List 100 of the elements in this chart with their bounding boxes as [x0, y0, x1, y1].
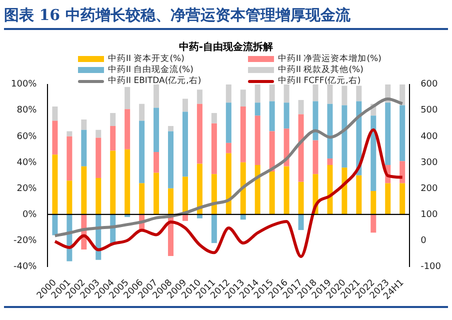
bar: [110, 150, 116, 214]
bar: [52, 120, 58, 155]
bar: [240, 106, 246, 162]
bar: [182, 98, 188, 112]
bar: [154, 172, 160, 214]
bar: [96, 178, 102, 214]
bar: [81, 120, 87, 130]
bar: [298, 214, 304, 230]
bar: [269, 101, 275, 132]
bar: [370, 191, 376, 214]
bar: [356, 86, 362, 102]
bar: [327, 165, 333, 214]
bar: [226, 102, 232, 143]
y-tick-label: -20%: [13, 236, 38, 246]
bar: [385, 102, 391, 166]
y2-tick-label: 400: [420, 132, 438, 142]
bar: [298, 182, 304, 214]
bar: [66, 180, 72, 214]
chart-title: 图表 16 中药增长较稳、净营运资本管理增厚现金流: [4, 4, 448, 30]
bar: [66, 136, 72, 181]
bar: [254, 84, 260, 103]
bar: [400, 183, 406, 214]
bar: [52, 106, 58, 121]
y-tick-label: 60%: [16, 132, 38, 142]
y-tick-label: 80%: [16, 106, 38, 116]
bar: [139, 104, 145, 121]
legend-label: 中药II 资本开支(%): [108, 53, 184, 64]
y-tick-label: 20%: [16, 184, 38, 194]
bar: [400, 84, 406, 106]
bar: [254, 116, 260, 166]
bar: [110, 126, 116, 151]
legend-label: 中药II 税款及其他(%): [278, 64, 364, 76]
bar: [385, 183, 391, 214]
bar: [240, 162, 246, 214]
bar: [298, 114, 304, 182]
bar: [284, 102, 290, 129]
bar: [154, 108, 160, 152]
bar: [182, 176, 188, 214]
line-series: [53, 97, 404, 238]
legend-label: 中药II 自由现金流(%): [108, 64, 194, 76]
bar: [370, 116, 376, 192]
bar: [124, 109, 130, 150]
bar: [124, 87, 130, 110]
bar: [327, 84, 333, 104]
bar: [327, 158, 333, 166]
bar: [52, 154, 58, 214]
bar: [110, 113, 116, 126]
chart-subtitle: 中药-自由现金流拆解: [178, 40, 274, 54]
bar: [356, 175, 362, 214]
bar: [52, 214, 58, 236]
bar: [400, 161, 406, 184]
bar: [269, 84, 275, 102]
bar: [124, 149, 130, 214]
y2-tick-label: 100: [420, 210, 438, 220]
y2-tick-label: 500: [420, 106, 438, 116]
y-tick-label: 0%: [22, 210, 38, 220]
bar: [342, 86, 348, 106]
bar: [196, 90, 202, 104]
bar: [182, 214, 188, 221]
y2-tick-label: 0: [420, 236, 427, 246]
bar: [168, 188, 174, 214]
bar: [269, 131, 275, 172]
bar: [254, 165, 260, 214]
y2-tick-label: 300: [420, 158, 438, 168]
legend-label: 中药II FCFF(亿元,右): [278, 75, 361, 87]
y-tick-label: 40%: [16, 158, 38, 168]
y2-tick-label: -100: [420, 262, 442, 272]
bar: [66, 131, 72, 136]
bar: [240, 90, 246, 107]
line-series: [53, 128, 404, 258]
bar: [400, 105, 406, 162]
bar: [211, 174, 217, 214]
y2-tick-label: 200: [420, 184, 438, 194]
bar: [96, 130, 102, 138]
bar: [312, 101, 318, 140]
bar: [284, 166, 290, 214]
y2-tick-label: 600: [420, 80, 438, 90]
bar: [298, 100, 304, 114]
bar: [168, 131, 174, 188]
bar: [226, 84, 232, 103]
legend-label: 中药II EBITDA(亿元,右): [108, 75, 202, 87]
y-tick-label: -40%: [13, 262, 38, 272]
bar: [342, 105, 348, 168]
bar: [211, 113, 217, 124]
bar: [154, 152, 160, 173]
bar: [211, 214, 217, 244]
bar: [211, 123, 217, 174]
bar: [196, 104, 202, 164]
bar: [226, 153, 232, 214]
bar: [168, 126, 174, 132]
y-tick-label: 100%: [10, 80, 38, 90]
bar: [327, 104, 333, 159]
bar: [342, 168, 348, 214]
bar: [226, 142, 232, 154]
bar: [96, 138, 102, 178]
bar: [81, 166, 87, 214]
bar: [312, 140, 318, 174]
bar: [312, 84, 318, 102]
bar: [284, 84, 290, 103]
bar: [182, 112, 188, 177]
